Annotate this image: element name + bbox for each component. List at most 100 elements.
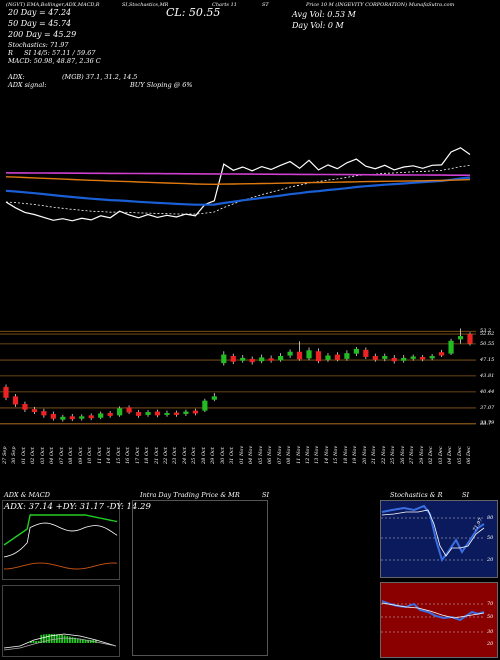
macd-histogram-bar [61, 634, 63, 643]
ema50-line [5, 176, 471, 206]
adx-label: ADX: [8, 73, 25, 81]
price-level-label: 43.81 [480, 372, 495, 379]
candle-body [372, 356, 378, 360]
candle-body [334, 354, 341, 360]
rsi-level-70: 70 [487, 601, 494, 607]
candle-body [41, 411, 47, 416]
rsi-label: SI 14/5: 57.11 / 59.67 [24, 49, 96, 57]
candle-body [410, 356, 416, 359]
macd-histogram-bar [95, 639, 97, 643]
macd-signal-line [3, 637, 117, 651]
ema-magenta-line [5, 172, 471, 177]
ema50-label: 50 Day = 45.74 [8, 19, 72, 28]
candle-body [60, 416, 66, 420]
adx-plus-di-line [3, 514, 118, 546]
adx-minus-di-line [3, 562, 118, 570]
stoch-d-line [381, 509, 485, 557]
chart-title: (NGVT) EMA,Bollinger,ADX,MACD,R [6, 2, 100, 8]
macd-histogram-bar [79, 638, 82, 643]
candle-body [69, 416, 75, 420]
price-level-label: 50.55 [480, 340, 495, 347]
candle-body [107, 413, 113, 416]
price-level-label: 33.79 [480, 420, 495, 427]
intraday-panel [132, 500, 268, 656]
macd-histogram-bar [30, 641, 32, 643]
macd-histogram-bar [48, 634, 50, 643]
day-volume: Day Vol: 0 M [292, 21, 344, 30]
close-price-line [5, 147, 471, 222]
stoch-level-80: 80 [487, 515, 494, 521]
macd-histogram-bar [40, 634, 43, 643]
adx-signal-label: ADX signal: [8, 81, 47, 89]
candle-body [88, 415, 94, 419]
chart-title-right-c: Price 10 M (INGEVITY CORPORATION) Munafa… [306, 2, 455, 8]
candle-body [457, 336, 464, 340]
macd-histogram-bar [66, 635, 69, 643]
candle-body [22, 403, 28, 410]
macd-histogram-bar [82, 639, 84, 643]
adx-line [3, 522, 118, 558]
candle-body [401, 357, 407, 361]
price-level-label: 52.62 [480, 331, 495, 338]
candle-body [164, 413, 170, 415]
rsi-prefix: R [8, 49, 13, 57]
macd-line [3, 633, 117, 649]
candle-body [315, 351, 322, 362]
candle-body [173, 412, 180, 415]
candle-body [438, 352, 445, 356]
rsi-level-20: 20 [487, 641, 494, 647]
candle-body [211, 396, 217, 400]
candle-body [429, 356, 435, 359]
macd-histogram-bar [37, 641, 40, 643]
price-level-label: 53.2 [480, 328, 492, 335]
adx-panel-title: ADX & MACD [4, 491, 50, 499]
candle-body [296, 351, 303, 360]
candle-body [344, 353, 350, 359]
candlestick-chart [0, 328, 476, 425]
rsi-avg-line [381, 602, 485, 619]
chart-title-mid: SI,Stochastics,MR [122, 2, 169, 8]
macd-label: MACD: 50.98, 48.87, 2.36 C [8, 57, 101, 65]
stoch-panel-title-b: SI [462, 491, 470, 499]
macd-histogram-bar [84, 639, 87, 643]
stoch-level-50: 50 [487, 535, 494, 541]
candle-body [391, 357, 397, 362]
macd-histogram-bar [63, 635, 66, 643]
candle-body [202, 400, 208, 411]
candle-body [448, 340, 454, 354]
stoch-level-20: 20 [487, 557, 494, 563]
candle-body [287, 351, 293, 356]
candle-body [467, 334, 473, 344]
candle-body [126, 407, 132, 413]
adx-readout: ADX: 37.14 +DY: 31.17 -DY: 14.29 [4, 502, 151, 512]
price-level-label: 37.07 [480, 404, 495, 411]
candle-body [221, 354, 227, 364]
macd-histogram-bar [35, 641, 37, 643]
stoch-panel-title: Stochastics & R [390, 491, 443, 499]
candle-body [325, 355, 331, 360]
candle-body [117, 408, 123, 416]
rsi-level-30: 30 [487, 629, 494, 635]
macd-histogram-bar [87, 639, 89, 643]
macd-histogram-bar [71, 637, 74, 643]
intraday-panel-title: Intra Day Trading Price & MR [140, 491, 240, 499]
macd-histogram-bar [69, 636, 71, 643]
candle-body [98, 413, 104, 418]
macd-histogram-bar [32, 641, 35, 643]
candle-body [183, 411, 189, 414]
ema20-label: 20 Day = 47.24 [8, 8, 72, 17]
macd-histogram-bar [76, 638, 79, 643]
macd-histogram-bar [74, 637, 76, 643]
candle-body [420, 356, 426, 360]
price-level-label: 33.7 [480, 420, 492, 427]
candle-body [382, 356, 388, 359]
candle-body [278, 356, 284, 361]
candle-body [230, 356, 236, 362]
candle-body [363, 349, 369, 357]
macd-histogram-bar [50, 634, 53, 643]
chart-title-right-b: ST [262, 2, 269, 8]
intraday-panel-title-b: SI [262, 491, 270, 499]
rsi-level-50: 50 [487, 614, 494, 620]
avg-volume: Avg Vol: 0.53 M [292, 10, 356, 19]
